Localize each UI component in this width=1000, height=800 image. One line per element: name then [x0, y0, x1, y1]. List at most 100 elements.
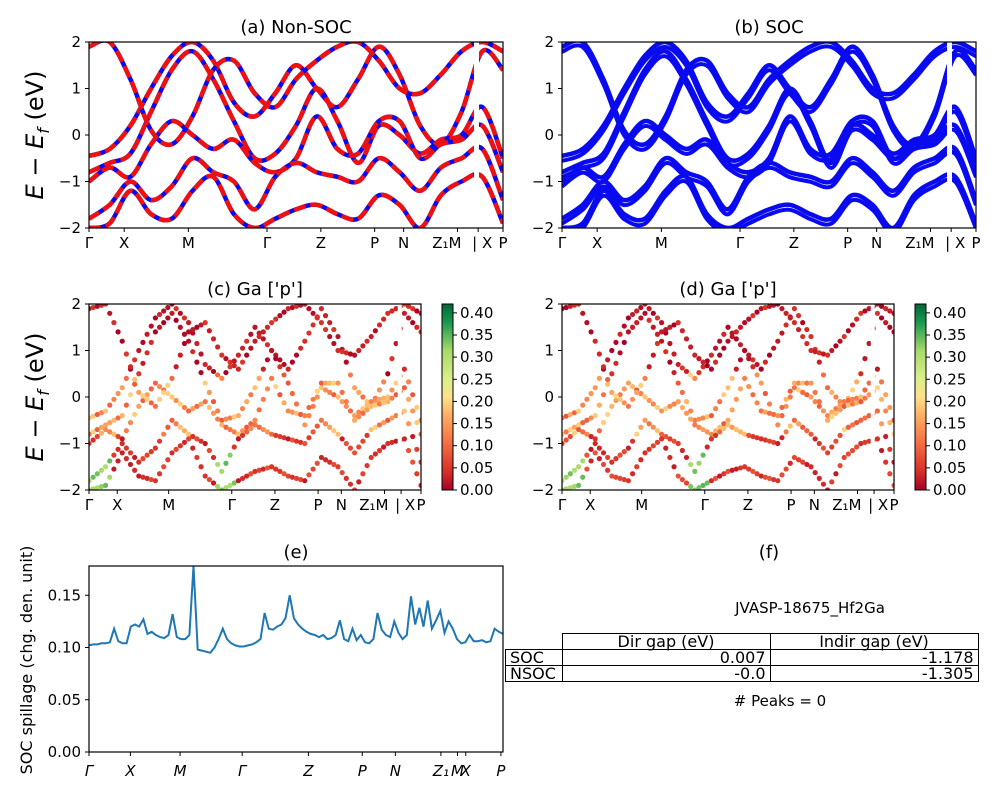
projection-point	[306, 435, 312, 441]
projection-point	[725, 468, 731, 474]
projection-point	[800, 380, 806, 386]
projection-point	[617, 396, 623, 402]
x-tick-label: Γ	[558, 234, 567, 252]
projection-point	[414, 324, 420, 330]
x-tick-label: | X	[868, 496, 888, 514]
projection-point	[762, 409, 768, 415]
projection-point	[123, 402, 129, 408]
projection-point	[874, 366, 881, 372]
projection-point	[269, 320, 275, 326]
y-tick-label: 0	[544, 126, 554, 144]
projection-point	[729, 424, 735, 430]
projection-point	[617, 331, 623, 337]
projection-point	[584, 396, 590, 402]
projection-point	[891, 431, 894, 437]
projection-point	[140, 339, 146, 345]
projection-point	[725, 338, 731, 344]
projection-point	[629, 471, 636, 477]
projection-point	[293, 475, 300, 481]
projection-point	[219, 422, 225, 428]
projection-point	[393, 413, 399, 419]
projection-point	[186, 431, 192, 437]
x-tick-label: M	[635, 496, 648, 514]
projection-point	[567, 411, 573, 418]
projection-point	[605, 357, 611, 363]
projection-point	[277, 313, 283, 319]
projection-point	[352, 413, 358, 419]
colorbar-tick-label: 0.35	[460, 326, 493, 344]
colorbar-tick-label: 0.20	[460, 392, 493, 410]
projection-point	[820, 372, 827, 378]
projection-point	[858, 394, 864, 400]
projection-point	[812, 399, 818, 405]
projection-point	[148, 339, 154, 345]
projection-point	[223, 416, 229, 422]
projection-point	[335, 380, 341, 386]
ylabel-row2: E − Ef (eV)	[21, 333, 53, 462]
projection-point	[360, 343, 366, 349]
projection-point	[227, 415, 233, 421]
projection-point	[675, 361, 681, 368]
y-tick-label: 2	[71, 295, 81, 313]
projection-point	[103, 482, 109, 488]
projection-point	[310, 429, 316, 435]
projection-point	[849, 322, 856, 328]
projection-point	[231, 480, 237, 486]
projection-point	[679, 447, 685, 454]
projection-point	[878, 421, 885, 427]
projection-point	[136, 403, 142, 409]
projection-point	[103, 426, 109, 433]
panel-c-title: (c) Ga ['p']	[207, 279, 303, 300]
projection-point	[816, 350, 822, 356]
projection-point	[244, 399, 250, 405]
projection-point	[692, 487, 698, 490]
projection-point	[613, 360, 619, 366]
projection-point	[609, 389, 615, 395]
x-tick-label: N	[871, 234, 882, 252]
projection-point	[219, 468, 225, 474]
projection-point	[654, 331, 661, 337]
projection-point	[795, 421, 802, 427]
projection-point	[692, 375, 698, 381]
projection-point	[779, 472, 785, 478]
projection-point	[177, 352, 183, 358]
projection-point	[783, 429, 789, 435]
panel-a-bandstructure: −2 −1 0 1 2 Γ X M Γ Z P N Z₁M | X P	[59, 33, 508, 252]
projection-point	[634, 320, 640, 326]
projection-point	[609, 459, 615, 465]
band-line-soc	[562, 49, 976, 175]
y-tick-label: 2	[71, 33, 81, 51]
projection-point	[335, 464, 341, 470]
projection-point	[202, 380, 208, 386]
projection-point	[800, 333, 806, 340]
projection-point	[285, 380, 291, 386]
x-tick-label: P	[498, 234, 507, 252]
projection-point	[878, 379, 885, 385]
projection-point	[381, 316, 387, 322]
projection-point	[663, 433, 669, 440]
projection-point	[878, 447, 885, 454]
projection-point	[273, 466, 279, 472]
projection-point	[571, 467, 578, 473]
projection-point	[140, 360, 146, 366]
projection-point	[181, 340, 188, 347]
projection-point	[708, 352, 715, 358]
projection-point	[198, 351, 204, 357]
projection-point	[891, 329, 894, 335]
projection-point	[808, 380, 814, 386]
projection-point	[733, 466, 739, 472]
projection-point	[281, 400, 287, 406]
projection-point	[252, 468, 258, 474]
projection-point	[758, 473, 764, 479]
panel-d-title: (d) Ga ['p']	[679, 279, 776, 300]
projection-point	[562, 440, 565, 447]
projection-point	[194, 324, 200, 330]
peaks-count: # Peaks = 0	[734, 692, 826, 710]
projection-point	[746, 432, 752, 438]
projection-point	[223, 424, 229, 430]
projection-point	[812, 469, 818, 476]
projection-point	[621, 476, 627, 483]
projection-point	[368, 333, 374, 340]
colorbar-gradient	[914, 303, 927, 491]
projection-point	[609, 347, 615, 354]
